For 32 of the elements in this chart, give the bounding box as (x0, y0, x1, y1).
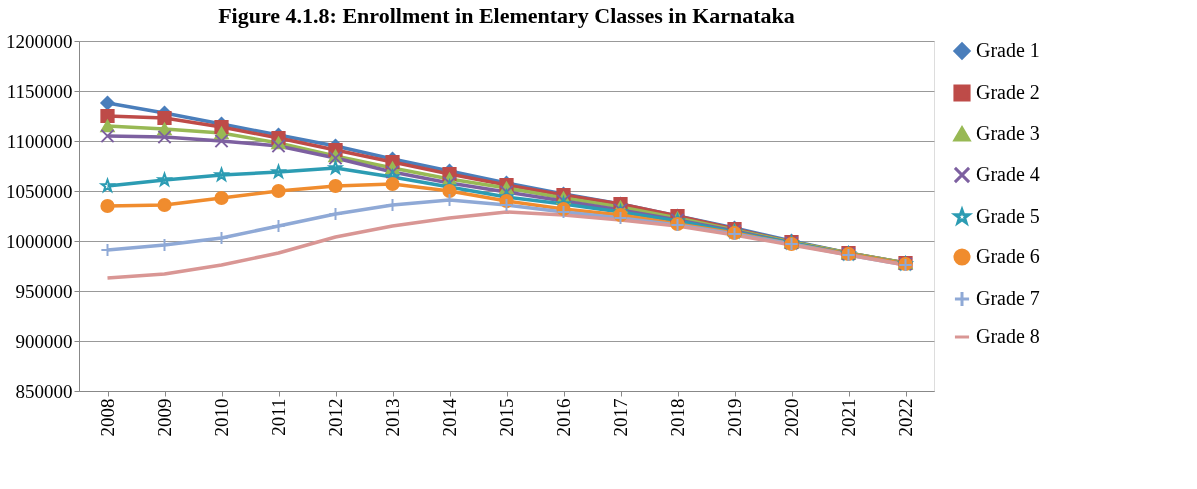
x-tick-label: 2018 (667, 398, 688, 437)
x-tick-label: 2016 (553, 398, 574, 437)
legend-label: Grade 6 (976, 245, 1040, 267)
y-tick-label: 1000000 (6, 230, 73, 252)
x-tick-label: 2010 (211, 398, 232, 437)
legend-label: Grade 2 (976, 81, 1040, 103)
x-tick-label: 2013 (382, 398, 403, 437)
x-tick-label: 2012 (325, 398, 346, 437)
x-tick-label: 2014 (439, 398, 460, 437)
x-tick-label: 2020 (781, 398, 802, 437)
chart-title: Figure 4.1.8: Enrollment in Elementary Classes in Karnataka (218, 3, 795, 28)
x-tick-label: 2009 (154, 398, 175, 437)
x-tick-label: 2015 (496, 398, 517, 437)
y-tick-label: 900000 (15, 330, 73, 352)
x-tick-label: 2011 (268, 398, 289, 436)
legend-label: Grade 8 (976, 325, 1040, 347)
x-tick-label: 2021 (838, 398, 859, 437)
x-tick-label: 2019 (724, 398, 745, 437)
legend-label: Grade 4 (976, 163, 1040, 185)
x-tick-label: 2022 (895, 398, 916, 437)
x-tick-label: 2017 (610, 398, 631, 437)
legend-label: Grade 7 (976, 287, 1040, 309)
y-tick-label: 950000 (15, 280, 73, 302)
legend-label: Grade 5 (976, 205, 1040, 227)
y-tick-label: 1150000 (6, 80, 73, 102)
y-tick-label: 1050000 (6, 180, 73, 202)
x-tick-label: 2008 (97, 398, 118, 437)
legend-label: Grade 3 (976, 122, 1040, 144)
y-tick-label: 1100000 (6, 130, 73, 152)
y-tick-label: 850000 (15, 380, 73, 402)
y-tick-label: 1200000 (6, 30, 73, 52)
legend-label: Grade 1 (976, 39, 1040, 61)
